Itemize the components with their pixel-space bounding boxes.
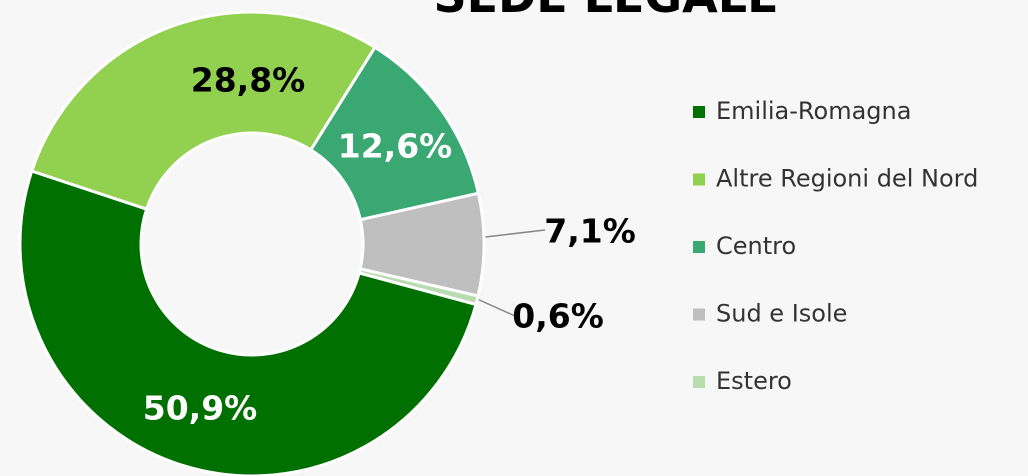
legend-label: Altre Regioni del Nord	[716, 165, 978, 193]
chart-title: SEDE LEGALE	[434, 0, 779, 23]
legend-swatch	[693, 241, 705, 253]
donut-slice	[357, 267, 480, 307]
legend-label: Estero	[716, 367, 792, 395]
legend-swatch	[693, 106, 705, 118]
value-label: 50,9%	[143, 389, 258, 428]
legend-swatch	[693, 173, 705, 186]
donut-slice	[29, 10, 378, 211]
legend-label: Emilia-Romagna	[716, 97, 911, 125]
value-label: 7,1%	[544, 212, 636, 251]
legend-label: Centro	[716, 232, 796, 260]
legend-swatch	[693, 376, 705, 388]
value-label: 12,6%	[338, 127, 453, 166]
value-label: 0,6%	[512, 297, 604, 336]
value-label: 28,8%	[191, 61, 306, 100]
legend-label: Sud e Isole	[716, 300, 847, 328]
donut-slice	[18, 169, 478, 476]
legend-swatch	[693, 308, 705, 321]
